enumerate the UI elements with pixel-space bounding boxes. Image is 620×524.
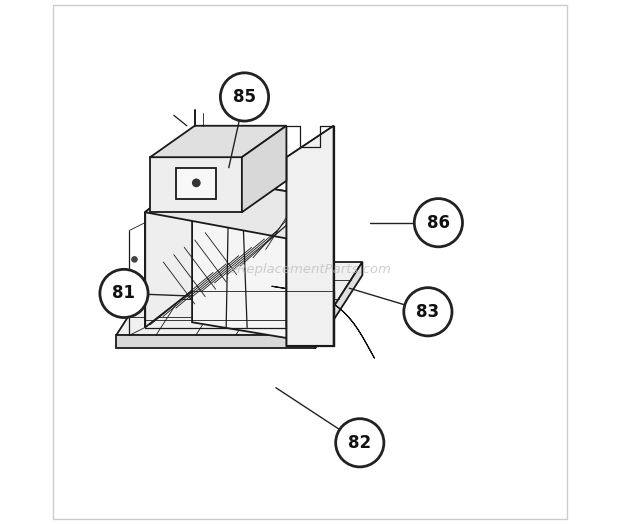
Polygon shape xyxy=(116,262,363,335)
Polygon shape xyxy=(315,262,363,348)
Text: 86: 86 xyxy=(427,214,450,232)
Text: 81: 81 xyxy=(112,285,136,302)
Polygon shape xyxy=(242,126,286,212)
Polygon shape xyxy=(145,176,192,328)
Polygon shape xyxy=(116,335,315,348)
Circle shape xyxy=(414,199,463,247)
Polygon shape xyxy=(192,176,334,346)
Text: 83: 83 xyxy=(417,303,440,321)
Text: 85: 85 xyxy=(233,88,256,106)
Circle shape xyxy=(404,288,452,336)
Circle shape xyxy=(132,272,137,278)
Circle shape xyxy=(335,419,384,467)
Circle shape xyxy=(220,73,268,121)
Polygon shape xyxy=(145,176,334,238)
Text: eReplacementParts.com: eReplacementParts.com xyxy=(229,264,391,276)
Polygon shape xyxy=(150,126,286,157)
Circle shape xyxy=(132,304,137,309)
Polygon shape xyxy=(176,168,216,199)
Polygon shape xyxy=(272,286,374,358)
Circle shape xyxy=(132,257,137,262)
Circle shape xyxy=(100,269,148,318)
Polygon shape xyxy=(286,126,334,346)
Circle shape xyxy=(132,288,137,293)
Text: 82: 82 xyxy=(348,434,371,452)
Polygon shape xyxy=(286,199,334,328)
Polygon shape xyxy=(150,157,242,212)
Circle shape xyxy=(193,179,200,187)
